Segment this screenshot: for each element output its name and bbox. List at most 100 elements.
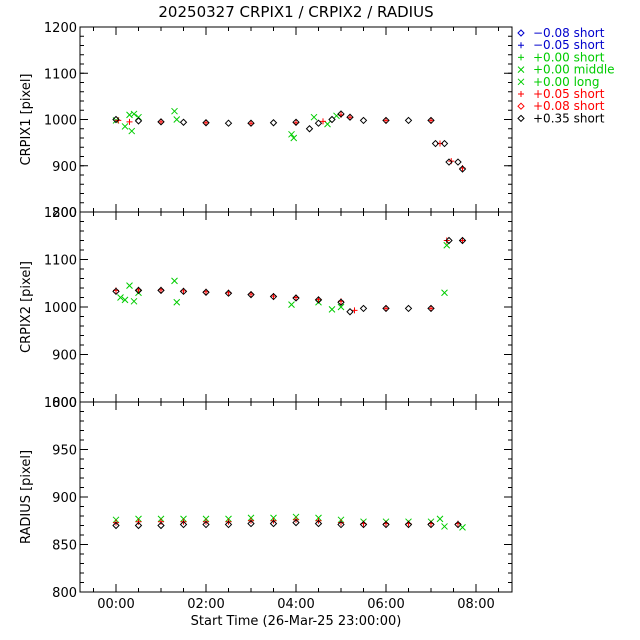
- data-point: [247, 290, 255, 299]
- data-point: [310, 113, 318, 121]
- data-point: [458, 165, 467, 173]
- data-point: [445, 158, 453, 166]
- data-point: [134, 521, 143, 530]
- data-point: [431, 139, 440, 148]
- data-point: [314, 519, 323, 528]
- data-point: [441, 523, 448, 530]
- y-axis-label: CRPIX1 [pixel]: [19, 73, 34, 165]
- data-point: [359, 520, 368, 529]
- y-tick-label: 1000: [44, 114, 77, 129]
- legend-item: +0.00 middle: [517, 63, 615, 77]
- legend-item: +0.05 short: [518, 87, 605, 101]
- data-point: [436, 515, 444, 523]
- data-point: [171, 107, 178, 115]
- data-point: [112, 115, 120, 124]
- legend-marker: [517, 102, 525, 110]
- data-point: [134, 117, 143, 125]
- panel-3: 800 850 900 950 1000 RADIUS [pixel] 00:00 02:00…: [19, 396, 513, 612]
- data-point: [112, 521, 120, 530]
- data-point: [292, 118, 300, 126]
- data-point: [404, 520, 413, 529]
- data-point: [126, 282, 133, 289]
- data-point: [248, 120, 254, 127]
- y-tick-label: 900: [52, 160, 77, 175]
- legend-item: +0.00 long: [517, 75, 600, 89]
- data-point: [158, 518, 164, 525]
- data-point: [269, 519, 278, 528]
- series--0-35-short: [112, 236, 467, 316]
- y-tick-label: 900: [52, 491, 77, 506]
- y-tick-label: 1200: [44, 206, 77, 221]
- data-point: [382, 116, 390, 125]
- data-point: [328, 306, 336, 313]
- data-point: [203, 119, 209, 126]
- x-tick-label: 06:00: [367, 597, 404, 612]
- data-point: [445, 236, 453, 245]
- data-point: [359, 304, 368, 313]
- legend-label: +0.00 middle: [533, 63, 615, 77]
- legend-item: +0.08 short: [517, 99, 605, 113]
- data-point: [346, 113, 354, 121]
- series--0-00-middle: [117, 241, 451, 313]
- data-point: [288, 130, 295, 138]
- y-tick-label: 1100: [44, 67, 77, 82]
- data-point: [128, 127, 136, 135]
- legend-item: −0.05 short: [518, 38, 605, 52]
- legend-label: +0.05 short: [533, 87, 605, 101]
- data-point: [126, 118, 133, 125]
- data-point: [202, 119, 210, 127]
- legend-marker: [517, 78, 525, 86]
- data-point: [157, 118, 165, 126]
- data-point: [202, 288, 210, 296]
- data-point: [454, 520, 462, 529]
- data-point: [427, 520, 435, 529]
- legend-marker: [517, 114, 525, 123]
- series--0-05-short: [115, 111, 466, 172]
- legend-label: +0.08 short: [533, 99, 605, 113]
- data-point: [338, 519, 344, 526]
- data-point: [404, 116, 413, 125]
- legend-label: +0.00 long: [533, 75, 600, 89]
- y-tick-label: 1000: [44, 396, 77, 411]
- data-point: [427, 116, 435, 125]
- data-point: [179, 520, 188, 529]
- data-point: [157, 286, 165, 295]
- data-point: [427, 304, 435, 313]
- data-point: [441, 289, 448, 297]
- data-point: [328, 115, 336, 124]
- data-point: [458, 236, 467, 245]
- data-point: [383, 117, 389, 124]
- data-point: [346, 308, 354, 316]
- data-point: [290, 134, 298, 142]
- y-tick-label: 800: [52, 206, 77, 221]
- data-point: [171, 277, 178, 285]
- panel-2: 800 900 1000 1100 1200 CRPIX2 [pixel]: [19, 206, 513, 411]
- y-axis-label: CRPIX2 [pixel]: [19, 261, 34, 353]
- y-axis-label: RADIUS [pixel]: [19, 450, 34, 544]
- panel-1: 800 900 1000 1100 1200 CRPIX1 [pixel]: [19, 21, 513, 221]
- data-point: [247, 519, 255, 528]
- data-point: [351, 307, 358, 314]
- x-tick-label: 08:00: [457, 597, 494, 612]
- data-point: [134, 286, 143, 295]
- legend: −0.08 short−0.05 short+0.00 short+0.00 m…: [517, 26, 615, 125]
- data-point: [288, 301, 295, 308]
- x-tick-label: 00:00: [97, 597, 134, 612]
- data-point: [337, 520, 345, 529]
- data-point: [179, 287, 188, 296]
- data-point: [173, 298, 181, 306]
- x-tick-label: 04:00: [277, 597, 314, 612]
- data-point: [428, 117, 434, 124]
- data-point: [269, 292, 278, 301]
- y-tick-label: 900: [52, 349, 77, 364]
- data-point: [157, 521, 165, 530]
- data-point: [359, 116, 368, 125]
- y-tick-label: 800: [52, 396, 77, 411]
- data-point: [292, 518, 300, 527]
- data-point: [305, 125, 314, 133]
- legend-item: −0.08 short: [517, 26, 605, 40]
- legend-marker: [518, 91, 524, 97]
- y-tick-label: 1000: [44, 301, 77, 316]
- data-point: [404, 304, 413, 313]
- data-point: [337, 298, 345, 306]
